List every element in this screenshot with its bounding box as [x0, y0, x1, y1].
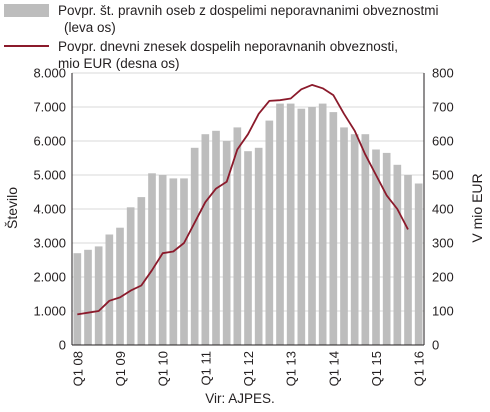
source-note: Vir: AJPES. — [205, 391, 275, 406]
x-tick-label: Q1 10 — [156, 351, 171, 386]
y-tick-right: 100 — [432, 304, 454, 319]
bar — [318, 103, 327, 345]
bar — [244, 151, 252, 345]
y-tick-left: 5.000 — [33, 168, 66, 183]
tick-labels: 0 0 1.000 100 2.000 200 3.000 300 4.000 400 5.000 5… — [33, 66, 453, 387]
x-tick-label: Q1 12 — [241, 351, 256, 386]
bar — [329, 112, 338, 345]
bar — [265, 120, 274, 345]
x-tick-label: Q1 15 — [369, 351, 384, 386]
y-tick-left: 1.000 — [33, 304, 66, 319]
y-tick-right: 500 — [432, 168, 454, 183]
y-tick-left: 4.000 — [33, 202, 66, 217]
line-series — [77, 84, 409, 316]
bar — [361, 134, 370, 345]
y-tick-left: 8.000 — [33, 66, 66, 81]
x-tick-label: Q1 11 — [198, 351, 213, 385]
x-tick-label: Q1 09 — [113, 351, 128, 386]
x-tick-label: Q1 16 — [412, 351, 427, 386]
y-tick-left: 2.000 — [33, 270, 66, 285]
bar — [372, 149, 380, 345]
bar — [222, 141, 231, 345]
bar — [233, 127, 242, 346]
bar — [308, 107, 316, 345]
y-tick-left: 0 — [59, 338, 66, 353]
y-tick-right: 700 — [432, 100, 454, 115]
y-tick-right: 600 — [432, 134, 454, 149]
legend-bar-label-line1: Povpr. št. pravnih oseb z dospelimi nepo… — [58, 3, 438, 18]
bar — [73, 253, 82, 345]
bar — [180, 178, 188, 345]
bar — [393, 164, 402, 345]
y-tick-left: 3.000 — [33, 236, 66, 251]
y-tick-right: 300 — [432, 236, 454, 251]
bar — [350, 134, 359, 345]
axes — [71, 73, 425, 346]
bar — [126, 207, 135, 345]
bar — [286, 103, 295, 345]
y-tick-right: 400 — [432, 202, 454, 217]
bar — [137, 197, 146, 345]
x-tick-label: Q1 08 — [70, 351, 85, 386]
bar — [201, 134, 210, 345]
bar — [276, 103, 284, 345]
legend-line-label-line1: Povpr. dnevni znesek dospelih neporavnan… — [58, 39, 398, 54]
bar — [404, 175, 412, 345]
bar — [105, 234, 114, 345]
y-axis-left-title: Število — [4, 187, 20, 229]
bar — [148, 173, 156, 345]
bar-series — [73, 103, 423, 346]
y-tick-left: 7.000 — [33, 100, 66, 115]
bar — [190, 147, 199, 345]
y-tick-left: 6.000 — [33, 134, 66, 149]
bar — [158, 175, 167, 345]
line-series-path — [77, 84, 409, 316]
bar — [84, 249, 92, 345]
bar — [414, 183, 423, 345]
x-tick-label: Q1 13 — [284, 351, 299, 386]
bar — [382, 152, 391, 345]
bar — [116, 227, 124, 345]
x-tick-label: Q1 14 — [326, 351, 341, 386]
bar — [212, 130, 220, 345]
legend-bar-swatch — [4, 4, 49, 17]
legend-bar-label-line2: (leva os) — [64, 20, 116, 35]
y-tick-right: 0 — [432, 338, 439, 353]
bar — [340, 127, 348, 346]
bar — [169, 178, 178, 345]
y-tick-right: 800 — [432, 66, 454, 81]
y-tick-right: 200 — [432, 270, 454, 285]
legend-line-label-line2: mio EUR (desna os) — [58, 56, 180, 71]
bar — [254, 147, 263, 345]
bar — [297, 108, 306, 345]
y-axis-right-title: V mio EUR — [469, 173, 485, 242]
bar — [94, 246, 103, 345]
